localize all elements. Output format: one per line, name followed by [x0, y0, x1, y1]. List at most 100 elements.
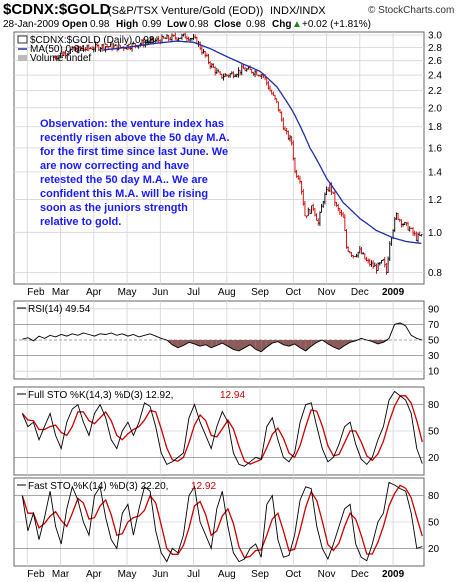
price-y-tick-label: 2.6 — [428, 56, 442, 67]
rsi-below-fill — [188, 340, 195, 344]
fast-sto-x-tick-label: Mar — [52, 569, 70, 580]
rsi-below-fill — [183, 340, 189, 346]
fast-sto-legend-label: Fast STO %K(14) %D(3) 22.20, — [28, 481, 168, 492]
price-x-tick-label: Nov — [318, 287, 336, 298]
price-y-tick-label: 2.2 — [428, 86, 442, 97]
rsi-below-fill — [250, 340, 256, 350]
fast-sto-k-line — [21, 481, 423, 563]
low-label: Low — [167, 19, 187, 30]
price-x-tick-label: May — [118, 287, 137, 298]
price-legend-ma: MA(50) 0.94 — [30, 44, 85, 55]
annotation-line: relative to gold. — [40, 216, 121, 228]
fast-sto-x-tick-label: Nov — [318, 569, 336, 580]
fast-sto-x-tick-label: Dec — [351, 569, 369, 580]
fast-sto-x-tick-label: Feb — [27, 569, 45, 580]
open-value: 0.98 — [90, 19, 110, 30]
rsi-below-fill — [305, 340, 312, 351]
rsi-below-fill — [266, 340, 273, 348]
high-label: High — [116, 19, 138, 30]
rsi-below-fill — [338, 340, 345, 350]
price-y-tick-label: 1.2 — [428, 195, 442, 206]
price-legend-volume: Volume undef — [30, 53, 91, 64]
price-x-tick-label: Jun — [152, 287, 168, 298]
full-sto-legend-label: Full STO %K(14,3) %D(3) 12.92, — [28, 390, 173, 401]
chart-symbol: $CDNX:$GOLD — [3, 1, 111, 18]
price-y-tick-label: 1.0 — [428, 228, 442, 239]
price-x-tick-label: Mar — [52, 287, 70, 298]
chart-exchange: INDX/INDX — [270, 5, 326, 17]
volume-legend-icon — [18, 55, 27, 61]
price-x-tick-label: Oct — [286, 287, 302, 298]
rsi-legend: RSI(14) 49.54 — [17, 304, 91, 315]
rsi-layer — [22, 322, 423, 353]
close-label: Close — [214, 19, 242, 30]
chart-date: 28-Jan-2009 — [3, 19, 60, 30]
chg-label: Chg — [272, 19, 291, 30]
annotation-line: Observation: the venture index has — [40, 118, 224, 130]
rsi-below-fill — [261, 340, 267, 352]
annotation-line: are now correcting and have — [40, 160, 189, 172]
price-x-tick-label: Apr — [86, 287, 102, 298]
rsi-below-fill — [205, 340, 212, 348]
fast-sto-x-tick-label: Jul — [187, 569, 200, 580]
rsi-below-fill — [383, 340, 390, 343]
price-y-tick-label: 1.4 — [428, 167, 442, 178]
full-sto-d-line — [21, 395, 423, 465]
price-x-tick-label: Feb — [27, 287, 45, 298]
fast-sto-legend: Fast STO %K(14) %D(3) 22.20, 12.92 — [17, 481, 216, 492]
chg-arrow-icon: ▲ — [292, 19, 302, 30]
rsi-below-fill — [288, 340, 295, 347]
full-sto-y-tick-label: 20 — [428, 453, 440, 464]
full-sto-y-tick-label: 80 — [428, 400, 440, 411]
low-value: 0.98 — [189, 19, 209, 30]
rsi-below-fill — [333, 340, 339, 350]
y-axis-layer: 0.8 1.0 1.2 1.4 1.6 1.8 2.0 2.2 2.4 2.6 2.8 3.0 10 30… — [428, 30, 442, 554]
annotation-line: for the first time since last June. We — [40, 146, 228, 158]
price-layer — [52, 32, 423, 275]
price-y-tick-label: 2.8 — [428, 43, 442, 54]
chg-value: +0.02 (+1.81%) — [302, 19, 371, 30]
fast-sto-x-tick-label: Sep — [251, 569, 269, 580]
rsi-below-fill — [233, 340, 239, 351]
price-panel — [13, 31, 425, 285]
price-x-tick-label: Aug — [218, 287, 236, 298]
open-label: Open — [62, 19, 88, 30]
annotation-line: soon as the juniors strength — [40, 202, 188, 214]
close-value: 0.98 — [246, 19, 266, 30]
full-sto-y-tick-label: 50 — [428, 427, 440, 438]
fast-sto-x-tick-label: Apr — [86, 569, 102, 580]
rsi-y-tick-label: 50 — [428, 336, 440, 347]
price-y-tick-label: 0.8 — [428, 268, 442, 279]
price-y-tick-label: 2.0 — [428, 103, 442, 114]
annotation-text: Observation: the venture index has recen… — [40, 118, 230, 228]
rsi-below-fill — [294, 340, 301, 348]
fast-sto-x-tick-label: Jun — [152, 569, 168, 580]
price-legend: $CDNX:$GOLD (Daily) 0.98 MA(50) 0.94 Vol… — [17, 35, 155, 64]
fast-sto-y-tick-label: 50 — [428, 518, 440, 529]
rsi-below-fill — [344, 340, 351, 346]
price-y-tick-label: 2.4 — [428, 71, 442, 82]
price-x-tick-label: Dec — [351, 287, 369, 298]
brand-label: © StockCharts.com — [368, 5, 454, 16]
high-value: 0.99 — [142, 19, 162, 30]
price-x-tick-label: Sep — [251, 287, 269, 298]
rsi-y-tick-label: 10 — [428, 367, 440, 378]
price-y-tick-label: 3.0 — [428, 30, 442, 41]
chart-description: (S&P/TSX Venture/Gold (EOD)) — [108, 5, 263, 17]
rsi-below-fill — [377, 340, 384, 344]
ma-line — [103, 40, 422, 245]
rsi-below-fill — [244, 340, 251, 348]
rsi-below-fill — [194, 340, 201, 347]
rsi-y-tick-label: 30 — [428, 351, 440, 362]
price-x-tick-label: Jul — [187, 287, 200, 298]
annotation-line: recently risen above the 50 day M.A. — [40, 132, 230, 144]
grid-layer — [14, 32, 424, 566]
rsi-y-tick-label: 90 — [428, 304, 440, 315]
fast-sto-x-tick-label: Aug — [218, 569, 236, 580]
fast-sto-legend-value: 12.92 — [191, 481, 216, 492]
fast-sto-y-tick-label: 20 — [428, 544, 440, 555]
annotation-line: retested the 50 day M.A.. We are — [40, 174, 208, 186]
full-sto-legend-value: 12.94 — [220, 390, 245, 401]
fast-sto-x-tick-label: May — [118, 569, 137, 580]
